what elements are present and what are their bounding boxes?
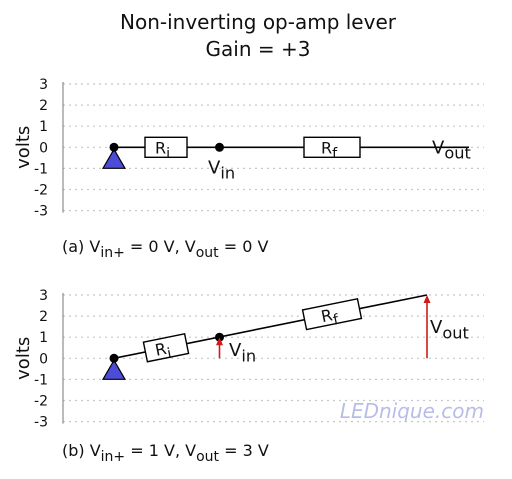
diagram-subtitle: Gain = +3: [206, 37, 311, 61]
y-tick-label: 0: [39, 140, 48, 156]
input-resistor-label: Ri: [153, 338, 173, 364]
panel-caption: (a) Vin+ = 0 V, Vout = 0 V: [62, 237, 269, 261]
feedback-resistor-body: [301, 298, 363, 331]
pivot-triangle: [101, 359, 127, 380]
input-resistor-label: Ri: [155, 138, 170, 162]
y-tick-label: 1: [39, 119, 48, 135]
panel-a: 3 2 1 0 -1 -2 -3 volts Ri Rf Vin Vout (a) Vin+ = 0 V…: [13, 77, 484, 261]
vout-label: Vout: [432, 137, 471, 162]
feedback-resistor: Rf: [301, 298, 363, 331]
lever-panels: 3 2 1 0 -1 -2 -3 volts Ri Rf Vin Vout (a) Vin+ = 0 V…: [13, 77, 484, 465]
y-tick-label: -2: [34, 183, 48, 199]
pivot-triangle: [101, 148, 127, 169]
y-tick-label: -1: [34, 161, 48, 177]
y-tick-label: 3: [39, 288, 48, 304]
feedback-resistor: Rf: [303, 136, 361, 162]
panel-b: 3 2 1 0 -1 -2 -3 volts Ri Rf Vin Vout (b) Vin+ = 1 V…: [13, 288, 484, 465]
input-resistor: Ri: [142, 332, 190, 364]
diagram-title: Non-inverting op-amp lever: [120, 10, 397, 34]
vout-label: Vout: [430, 317, 469, 342]
vout-arrow-head: [423, 295, 431, 303]
feedback-resistor-label: Rf: [321, 138, 338, 162]
vin-node: [215, 142, 224, 152]
vin-label: Vin: [229, 340, 256, 365]
y-tick-label: 0: [39, 351, 48, 367]
y-tick-label: -1: [34, 372, 48, 388]
vin-label: Vin: [208, 157, 235, 182]
ground-node: [109, 142, 119, 152]
vin-arrow-head: [216, 337, 223, 346]
y-tick-label: 2: [39, 98, 48, 114]
ground-node: [109, 353, 119, 363]
y-tick-label: -3: [34, 204, 48, 220]
y-tick-label: -3: [34, 415, 48, 431]
feedback-resistor-label: Rf: [319, 304, 341, 331]
y-axis-label: volts: [13, 337, 34, 380]
y-tick-label: -2: [34, 394, 48, 410]
input-resistor-body: [142, 332, 190, 363]
y-axis-label: volts: [13, 126, 34, 169]
y-tick-label: 3: [39, 77, 48, 93]
y-tick-label: 1: [39, 330, 48, 346]
watermark: LEDnique.com: [340, 399, 484, 423]
y-tick-label: 2: [39, 309, 48, 325]
panel-caption: (b) Vin+ = 1 V, Vout = 3 V: [62, 441, 269, 465]
input-resistor-body: [144, 136, 188, 159]
input-resistor: Ri: [144, 136, 188, 162]
feedback-resistor-body: [303, 136, 361, 159]
